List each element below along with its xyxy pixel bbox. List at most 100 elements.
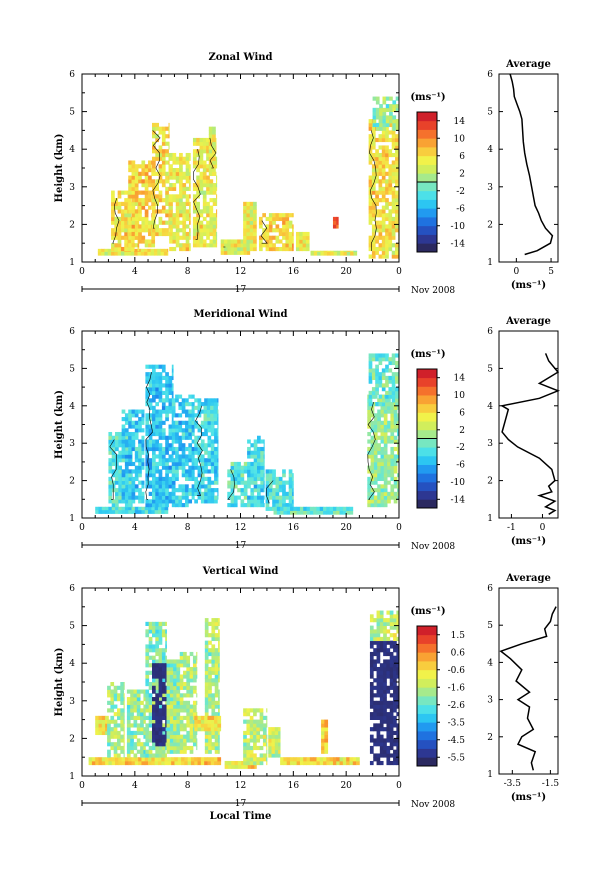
heatmap-cell xyxy=(178,495,183,500)
heatmap-cell xyxy=(176,663,181,668)
heatmap-cell xyxy=(240,499,245,504)
heatmap-cell xyxy=(188,171,191,176)
heatmap-cell xyxy=(115,495,119,500)
heatmap-cell xyxy=(189,723,194,728)
heatmap-cell xyxy=(171,503,176,508)
heatmap-cell xyxy=(391,209,396,214)
heatmap-cell xyxy=(172,239,177,244)
x-tick-label: 16 xyxy=(288,781,300,791)
heatmap-cell xyxy=(126,723,131,728)
heatmap-cell xyxy=(158,461,163,467)
heatmap-cell xyxy=(320,250,325,252)
heatmap-cell xyxy=(134,220,139,225)
heatmap-cell xyxy=(393,663,397,668)
heatmap-cell xyxy=(165,409,169,414)
heatmap-cell xyxy=(214,730,219,736)
heatmap-cell xyxy=(393,749,397,754)
heatmap-cell xyxy=(227,764,232,769)
heatmap-cell xyxy=(179,749,184,754)
heatmap-cell xyxy=(370,473,375,478)
heatmap-cell xyxy=(390,488,395,493)
heatmap-cell xyxy=(120,727,124,732)
heatmap-cell xyxy=(172,156,177,161)
heatmap-cell xyxy=(375,100,380,105)
heatmap-cell xyxy=(217,491,219,496)
heatmap-cell xyxy=(169,168,173,173)
heatmap-cell xyxy=(141,509,146,514)
heatmap-cell xyxy=(249,738,254,743)
heatmap-cell xyxy=(249,231,254,237)
heatmap-cell xyxy=(395,175,399,180)
heatmap-cell xyxy=(237,760,242,766)
heatmap-cell xyxy=(161,734,166,739)
heatmap-cell xyxy=(383,621,387,626)
heatmap-cell xyxy=(216,209,218,214)
heatmap-cell xyxy=(152,708,156,713)
heatmap-cell xyxy=(148,398,153,403)
heatmap-cell xyxy=(216,235,218,240)
heatmap-cell xyxy=(233,495,238,500)
heatmap-cell xyxy=(211,682,216,687)
colorbar-tick-label: 2 xyxy=(459,426,465,436)
heatmap-cell xyxy=(115,435,119,440)
heatmap-cell xyxy=(368,119,373,124)
heatmap-cell xyxy=(259,712,264,717)
heatmap-cell xyxy=(110,693,115,698)
heatmap-cell xyxy=(145,704,150,709)
heatmap-cell xyxy=(249,727,254,732)
heatmap-cell xyxy=(227,250,231,255)
heatmap-cell xyxy=(309,760,314,766)
heatmap-cell xyxy=(176,723,181,728)
heatmap-cell xyxy=(155,745,160,751)
heatmap-cell xyxy=(377,476,381,481)
heatmap-cell xyxy=(136,730,141,736)
heatmap-cell xyxy=(378,243,383,248)
heatmap-cell xyxy=(152,461,156,467)
heatmap-cell xyxy=(183,693,187,698)
heatmap-cell xyxy=(107,248,112,252)
heatmap-cell xyxy=(134,473,139,478)
heatmap-cell xyxy=(282,484,286,489)
heatmap-cell xyxy=(128,231,132,237)
heatmap-cell xyxy=(158,682,163,687)
heatmap-cell xyxy=(124,209,128,214)
heatmap-cell xyxy=(138,443,142,448)
heatmap-cell xyxy=(206,231,210,237)
heatmap-cell xyxy=(243,250,248,255)
heatmap-cell xyxy=(131,168,136,173)
heatmap-cell xyxy=(260,458,265,463)
heatmap-cell xyxy=(343,251,348,256)
heatmap-cell xyxy=(108,446,113,452)
heatmap-cell xyxy=(138,495,142,500)
heatmap-cell xyxy=(396,712,400,717)
heatmap-cell xyxy=(393,465,398,470)
heatmap-cell xyxy=(217,420,219,425)
heatmap-cell xyxy=(385,130,389,135)
heatmap-cell xyxy=(214,428,218,433)
heatmap-cell xyxy=(111,213,115,218)
heatmap-cell xyxy=(302,239,307,244)
heatmap-cell xyxy=(288,473,293,478)
heatmap-cell xyxy=(158,220,163,225)
heatmap-cell xyxy=(111,209,115,214)
heatmap-cell xyxy=(185,175,190,180)
heatmap-cell xyxy=(189,678,194,683)
heatmap-cell xyxy=(141,205,146,210)
heatmap-cell xyxy=(111,235,115,240)
heatmap-cell xyxy=(144,194,149,199)
heatmap-cell xyxy=(332,224,337,229)
heatmap-cell xyxy=(370,446,375,452)
heatmap-cell xyxy=(369,704,374,709)
heatmap-cell xyxy=(204,697,209,702)
heatmap-cell xyxy=(395,156,399,161)
heatmap-cell xyxy=(387,458,391,463)
heatmap-cell xyxy=(353,250,358,252)
heatmap-cell xyxy=(158,179,163,184)
heatmap-cell xyxy=(128,243,132,248)
heatmap-cell xyxy=(124,465,129,470)
heatmap-cell xyxy=(165,186,169,191)
heatmap-cell xyxy=(251,764,255,769)
heatmap-cell xyxy=(124,431,129,437)
heatmap-cell xyxy=(168,224,170,229)
